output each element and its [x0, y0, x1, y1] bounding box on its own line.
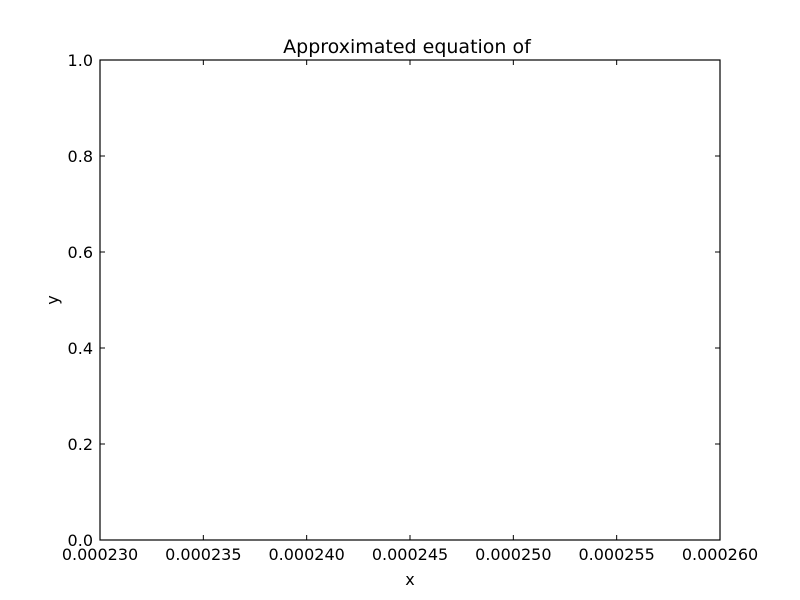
y-tick-label: 0.6 — [68, 243, 93, 262]
x-tick-label: 0.000235 — [165, 545, 241, 564]
x-tick-label: 0.000260 — [682, 545, 758, 564]
y-tick-label: 0.4 — [68, 339, 93, 358]
x-tick-label: 0.000255 — [578, 545, 654, 564]
x-tick-label: 0.000250 — [475, 545, 551, 564]
plot-frame — [99, 59, 721, 541]
y-tick-label: 0.0 — [68, 531, 93, 550]
y-tick-label: 0.2 — [68, 435, 93, 454]
x-tick-label: 0.000240 — [268, 545, 344, 564]
y-tick-labels: 0.0 0.2 0.4 0.6 0.8 1.0 — [68, 51, 93, 550]
y-tick-label: 0.8 — [68, 147, 93, 166]
x-tick-labels: 0.000230 0.000235 0.000240 0.000245 0.000250… — [62, 545, 758, 564]
x-tick-label: 0.000245 — [372, 545, 448, 564]
y-tick-label: 1.0 — [68, 51, 93, 70]
chart-title: Approximated equation of — [283, 36, 532, 58]
x-axis-label: x — [405, 570, 414, 589]
x-tick-label: 0.000230 — [62, 545, 138, 564]
y-axis-label: y — [43, 295, 62, 304]
